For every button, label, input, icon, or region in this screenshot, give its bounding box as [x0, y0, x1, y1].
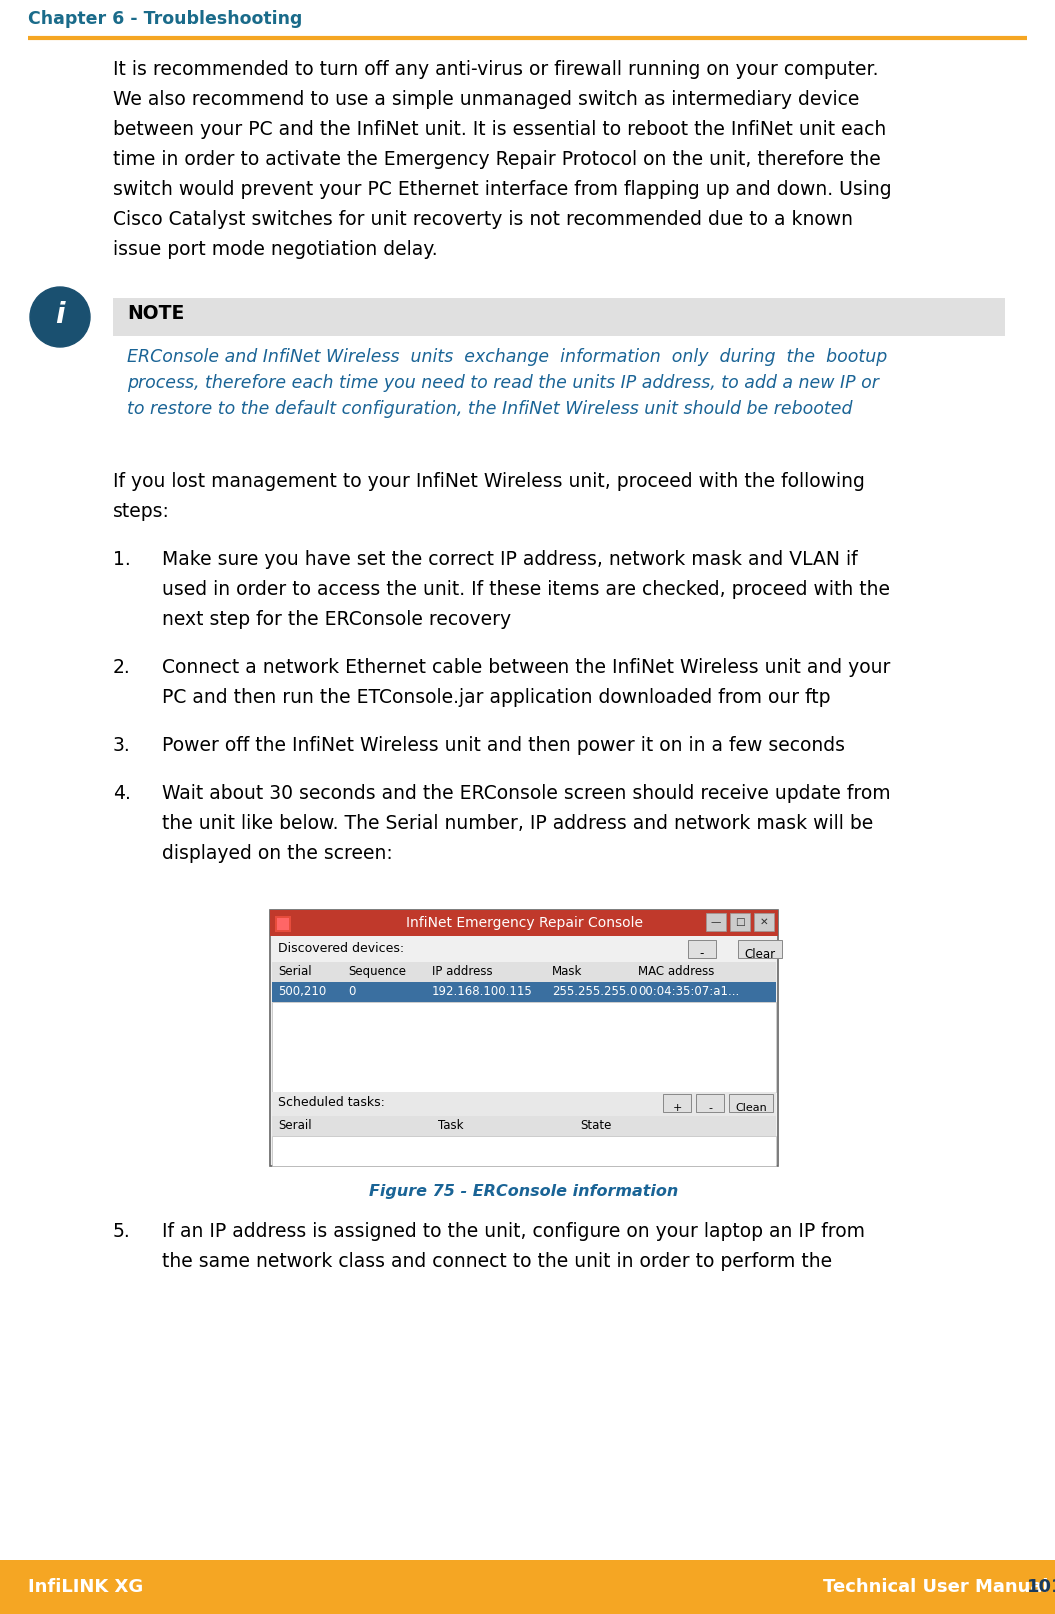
Text: the unit like below. The Serial number, IP address and network mask will be: the unit like below. The Serial number, … — [162, 813, 874, 833]
Text: Chapter 6 - Troubleshooting: Chapter 6 - Troubleshooting — [28, 10, 303, 27]
Bar — [272, 938, 776, 962]
Text: PC and then run the ETConsole.jar application downloaded from our ftp: PC and then run the ETConsole.jar applic… — [162, 688, 830, 707]
Text: Scheduled tasks:: Scheduled tasks: — [279, 1096, 385, 1109]
Text: used in order to access the unit. If these items are checked, proceed with the: used in order to access the unit. If the… — [162, 579, 890, 599]
Text: steps:: steps: — [113, 502, 170, 521]
Text: 500,210: 500,210 — [279, 985, 326, 997]
Text: 255.255.255.0: 255.255.255.0 — [552, 985, 637, 997]
Text: Serail: Serail — [279, 1119, 311, 1131]
Text: 4.: 4. — [113, 784, 131, 804]
Text: +: + — [672, 1102, 682, 1114]
Bar — [275, 917, 291, 931]
Text: Clear: Clear — [745, 947, 775, 960]
Bar — [754, 914, 774, 931]
Text: We also recommend to use a simple unmanaged switch as intermediary device: We also recommend to use a simple unmana… — [113, 90, 860, 110]
Text: 2.: 2. — [113, 659, 131, 676]
Bar — [272, 981, 776, 1002]
Bar — [730, 914, 750, 931]
Text: issue port mode negotiation delay.: issue port mode negotiation delay. — [113, 240, 438, 258]
Bar — [738, 939, 782, 959]
Text: -: - — [708, 1102, 712, 1114]
Text: It is recommended to turn off any anti-virus or firewall running on your compute: It is recommended to turn off any anti-v… — [113, 60, 879, 79]
Text: Discovered devices:: Discovered devices: — [279, 943, 404, 955]
Text: Sequence: Sequence — [348, 965, 406, 978]
Text: between your PC and the InfiNet unit. It is essential to reboot the InfiNet unit: between your PC and the InfiNet unit. It… — [113, 119, 886, 139]
Bar — [663, 1094, 691, 1112]
Text: 1.: 1. — [113, 550, 131, 570]
Text: next step for the ERConsole recovery: next step for the ERConsole recovery — [162, 610, 511, 629]
Text: i: i — [55, 300, 64, 329]
Bar — [0, 1561, 1055, 1614]
Bar — [729, 1094, 773, 1112]
Text: Wait about 30 seconds and the ERConsole screen should receive update from: Wait about 30 seconds and the ERConsole … — [162, 784, 890, 804]
Text: 101: 101 — [1027, 1578, 1055, 1596]
Text: ✕: ✕ — [760, 917, 768, 926]
Bar — [270, 910, 778, 1165]
Text: IP address: IP address — [431, 965, 493, 978]
Text: □: □ — [735, 917, 745, 926]
Text: Task: Task — [438, 1119, 463, 1131]
Text: the same network class and connect to the unit in order to perform the: the same network class and connect to th… — [162, 1252, 832, 1270]
Text: Connect a network Ethernet cable between the InfiNet Wireless unit and your: Connect a network Ethernet cable between… — [162, 659, 890, 676]
Bar — [272, 1136, 776, 1165]
Text: InfiLINK XG: InfiLINK XG — [28, 1578, 143, 1596]
Text: time in order to activate the Emergency Repair Protocol on the unit, therefore t: time in order to activate the Emergency … — [113, 150, 881, 169]
Text: Mask: Mask — [552, 965, 582, 978]
Text: 192.168.100.115: 192.168.100.115 — [431, 985, 533, 997]
Bar — [277, 918, 289, 930]
Text: InfiNet Emergency Repair Console: InfiNet Emergency Repair Console — [405, 917, 642, 930]
Text: Serial: Serial — [279, 965, 311, 978]
Text: Technical User Manual: Technical User Manual — [823, 1578, 1049, 1596]
Bar — [272, 1093, 776, 1115]
Bar — [270, 910, 778, 936]
Text: 3.: 3. — [113, 736, 131, 755]
Text: 0: 0 — [348, 985, 356, 997]
Text: Cisco Catalyst switches for unit recoverty is not recommended due to a known: Cisco Catalyst switches for unit recover… — [113, 210, 853, 229]
Circle shape — [30, 287, 90, 347]
Text: 00:04:35:07:a1...: 00:04:35:07:a1... — [638, 985, 740, 997]
Text: If you lost management to your InfiNet Wireless unit, proceed with the following: If you lost management to your InfiNet W… — [113, 471, 865, 491]
Bar — [696, 1094, 724, 1112]
Text: NOTE: NOTE — [127, 303, 185, 323]
Text: State: State — [580, 1119, 612, 1131]
Text: to restore to the default configuration, the InfiNet Wireless unit should be reb: to restore to the default configuration,… — [127, 400, 852, 418]
Text: —: — — [711, 917, 722, 926]
Text: -: - — [699, 947, 704, 960]
Bar — [706, 914, 726, 931]
Text: Figure 75 - ERConsole information: Figure 75 - ERConsole information — [369, 1185, 678, 1199]
Bar — [688, 939, 716, 959]
Text: Clean: Clean — [735, 1102, 767, 1114]
Text: ERConsole and InfiNet Wireless  units  exchange  information  only  during  the : ERConsole and InfiNet Wireless units exc… — [127, 349, 887, 366]
Text: switch would prevent your PC Ethernet interface from flapping up and down. Using: switch would prevent your PC Ethernet in… — [113, 181, 891, 199]
Bar — [272, 1002, 776, 1093]
Bar — [272, 962, 776, 981]
Text: If an IP address is assigned to the unit, configure on your laptop an IP from: If an IP address is assigned to the unit… — [162, 1222, 865, 1241]
Bar — [272, 1115, 776, 1136]
Text: MAC address: MAC address — [638, 965, 714, 978]
Text: process, therefore each time you need to read the units IP address, to add a new: process, therefore each time you need to… — [127, 374, 879, 392]
Text: 5.: 5. — [113, 1222, 131, 1241]
Text: Power off the InfiNet Wireless unit and then power it on in a few seconds: Power off the InfiNet Wireless unit and … — [162, 736, 845, 755]
Bar — [113, 299, 1005, 336]
Text: displayed on the screen:: displayed on the screen: — [162, 844, 392, 863]
Text: Make sure you have set the correct IP address, network mask and VLAN if: Make sure you have set the correct IP ad… — [162, 550, 858, 570]
